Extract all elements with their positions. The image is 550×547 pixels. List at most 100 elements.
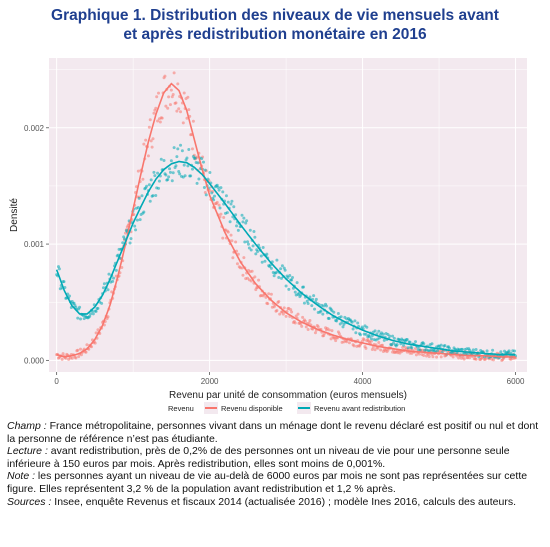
data-point	[244, 221, 248, 225]
data-point	[202, 186, 206, 190]
data-point	[154, 106, 158, 110]
data-point	[149, 139, 153, 143]
data-point	[159, 157, 163, 161]
grid-lines	[49, 58, 527, 372]
data-point	[151, 137, 155, 141]
x-tick-label: 4000	[354, 377, 372, 386]
data-point	[235, 262, 239, 266]
data-point	[136, 206, 140, 210]
data-point	[172, 71, 176, 75]
data-point	[182, 163, 186, 167]
data-point	[129, 237, 133, 241]
data-point	[290, 278, 294, 282]
data-point	[230, 199, 234, 203]
legend-label: Revenu disponible	[221, 404, 283, 413]
note-note-label: Note :	[7, 470, 36, 483]
data-point	[368, 335, 372, 339]
data-point	[128, 241, 132, 245]
data-point	[430, 342, 434, 346]
data-point	[158, 120, 162, 124]
data-point	[269, 266, 273, 270]
data-point	[91, 312, 95, 316]
series-curve	[55, 160, 516, 356]
data-point	[474, 357, 478, 361]
data-point	[168, 170, 172, 174]
data-point	[290, 310, 294, 314]
data-point	[187, 108, 191, 112]
data-point	[181, 121, 185, 125]
note-sources-label: Sources :	[7, 495, 52, 508]
data-point	[322, 334, 326, 338]
data-point	[295, 281, 299, 285]
data-point	[263, 259, 267, 263]
data-point	[204, 193, 208, 197]
data-point	[224, 194, 228, 198]
data-point	[152, 170, 156, 174]
data-point	[144, 138, 148, 142]
data-point	[308, 295, 312, 299]
data-point	[217, 203, 221, 207]
data-point	[210, 191, 214, 195]
data-point	[352, 344, 356, 348]
data-point	[178, 172, 182, 176]
data-point	[197, 177, 201, 181]
note-lecture-text: avant redistribution, près de 0,2% de de…	[7, 445, 510, 470]
data-point	[242, 256, 246, 260]
data-point	[222, 216, 226, 220]
data-point	[402, 343, 406, 347]
data-point	[153, 174, 157, 178]
data-point	[176, 147, 180, 151]
data-point	[100, 301, 104, 305]
data-point	[179, 143, 183, 147]
data-point	[136, 169, 140, 173]
data-point	[282, 306, 286, 310]
data-point	[373, 329, 377, 333]
data-point	[251, 244, 255, 248]
data-point	[70, 356, 74, 360]
data-point	[148, 118, 152, 122]
data-point	[351, 327, 355, 331]
plot-background	[49, 58, 527, 372]
data-point	[174, 101, 178, 105]
data-point	[142, 210, 146, 214]
data-point	[61, 352, 65, 356]
data-point	[76, 348, 80, 352]
note-note-text: les personnes ayant un niveau de vie au-…	[7, 470, 528, 495]
data-point	[305, 299, 309, 303]
legend: Revenu Revenu disponible Revenu avant redi…	[168, 402, 405, 414]
data-point	[254, 252, 258, 256]
data-point	[149, 178, 153, 182]
data-point	[62, 280, 66, 284]
data-point	[183, 174, 187, 178]
data-point	[364, 332, 368, 336]
data-point	[381, 332, 385, 336]
data-point	[327, 328, 331, 332]
note-champ-text: France métropolitaine, personnes vivant …	[7, 420, 539, 445]
data-point	[327, 317, 331, 321]
data-point	[256, 249, 260, 253]
data-point	[474, 348, 478, 352]
data-point	[293, 290, 297, 294]
data-point	[249, 248, 253, 252]
plot-panel	[49, 58, 527, 372]
data-point	[169, 88, 173, 92]
data-point	[101, 286, 105, 290]
data-point	[240, 213, 244, 217]
data-point	[218, 206, 222, 210]
data-point	[435, 355, 439, 359]
note-lecture-label: Lecture :	[7, 445, 48, 458]
data-point	[275, 258, 279, 262]
data-point	[283, 268, 287, 272]
data-point	[163, 74, 167, 78]
data-point	[447, 346, 451, 350]
data-point	[168, 167, 172, 171]
data-point	[215, 200, 219, 204]
data-point	[269, 292, 273, 296]
data-point	[280, 264, 284, 268]
data-point	[170, 179, 174, 183]
data-point	[156, 119, 160, 123]
data-point	[76, 316, 80, 320]
data-point	[279, 276, 283, 280]
data-point	[491, 348, 495, 352]
data-point	[177, 169, 181, 173]
